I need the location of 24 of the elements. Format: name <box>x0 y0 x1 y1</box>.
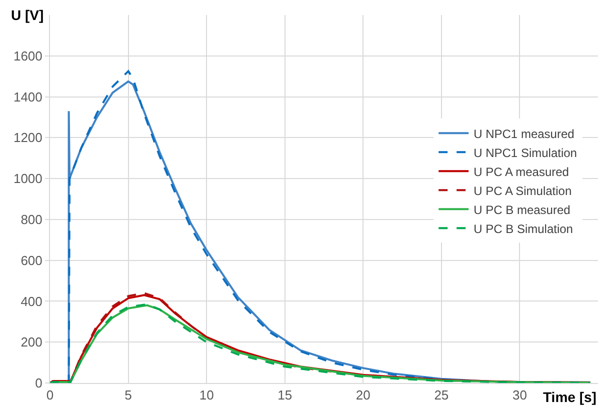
y-tick-label: 800 <box>20 212 42 227</box>
x-tick-label: 0 <box>46 388 54 403</box>
legend-label: U PC B Simulation <box>474 222 573 236</box>
x-tick-label: 10 <box>199 388 214 403</box>
y-axis-title: U [V] <box>11 7 44 23</box>
legend-label: U NPC1 measured <box>474 126 574 141</box>
y-tick-label: 0 <box>35 376 42 391</box>
y-tick-label: 600 <box>20 252 42 268</box>
x-axis-title: Time [s] <box>543 389 596 405</box>
y-tick-label: 1000 <box>13 171 42 186</box>
y-tick-label: 1600 <box>13 48 42 64</box>
legend-label: U PC B measured <box>474 202 570 217</box>
legend-label: U PC A Simulation <box>474 184 572 198</box>
x-tick-label: 25 <box>434 388 449 403</box>
legend-label: U PC A measured <box>474 164 569 179</box>
y-tick-label: 200 <box>20 334 42 350</box>
y-tick-label: 400 <box>20 294 42 309</box>
x-tick-label: 30 <box>512 388 527 403</box>
legend-label: U NPC1 Simulation <box>474 146 577 160</box>
x-tick-label: 15 <box>278 388 292 403</box>
x-tick-label: 20 <box>356 388 370 403</box>
x-tick-label: 5 <box>124 388 132 403</box>
y-tick-label: 1200 <box>13 130 42 146</box>
y-tick-label: 1400 <box>13 89 42 104</box>
